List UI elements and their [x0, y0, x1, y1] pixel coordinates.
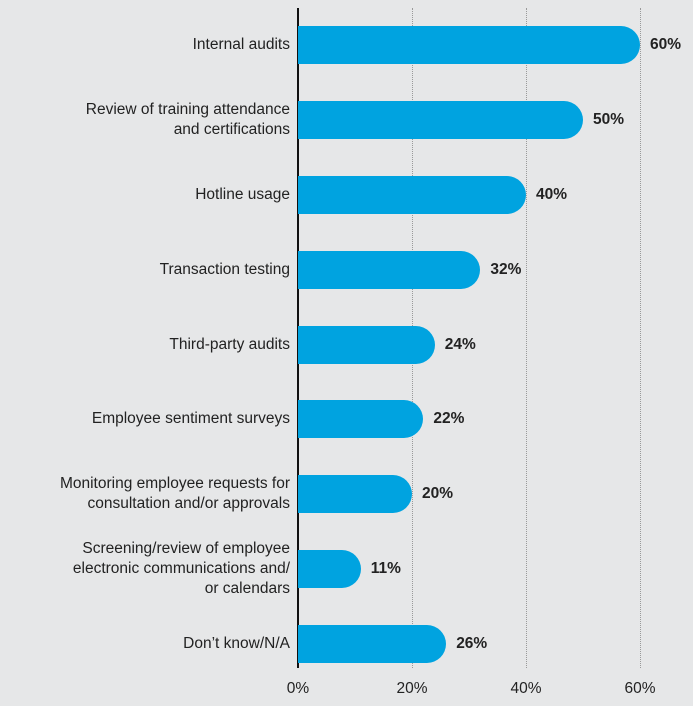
value-label: 26%: [456, 635, 488, 652]
bar: [298, 100, 583, 139]
bar: [298, 625, 447, 663]
category-label: Transaction testing: [159, 260, 290, 278]
category-label: Internal audits: [192, 36, 290, 53]
bar: [298, 175, 526, 214]
bar: [298, 250, 481, 289]
value-label: 24%: [444, 335, 476, 353]
category-label: Third-party audits: [169, 335, 290, 353]
bar: [298, 400, 424, 439]
value-label: 50%: [593, 110, 625, 128]
category-label: Don’t know/N/A: [183, 635, 290, 652]
value-label: 20%: [422, 485, 454, 503]
x-tick-label: 40%: [510, 680, 542, 697]
value-label: 40%: [536, 185, 568, 203]
value-label: 22%: [433, 410, 465, 428]
bar: [298, 26, 640, 64]
category-label: Screening/review of employee electronic …: [72, 540, 290, 598]
grid-line: [526, 8, 527, 668]
value-label: 32%: [490, 260, 522, 278]
bar: [298, 550, 361, 589]
category-label: Employee sentiment surveys: [91, 410, 290, 428]
value-label: 11%: [370, 560, 401, 578]
category-label: Hotline usage: [195, 185, 290, 203]
x-tick-label: 0%: [286, 680, 310, 697]
x-tick-label: 20%: [396, 680, 428, 697]
bar: [298, 325, 435, 364]
category-label: Review of training attendance and certif…: [85, 100, 290, 138]
grid-line: [640, 8, 641, 668]
value-label: 60%: [650, 36, 682, 53]
bar: [298, 475, 412, 514]
x-tick-label: 60%: [624, 680, 656, 697]
category-label: Monitoring employee requests for consult…: [59, 475, 290, 513]
